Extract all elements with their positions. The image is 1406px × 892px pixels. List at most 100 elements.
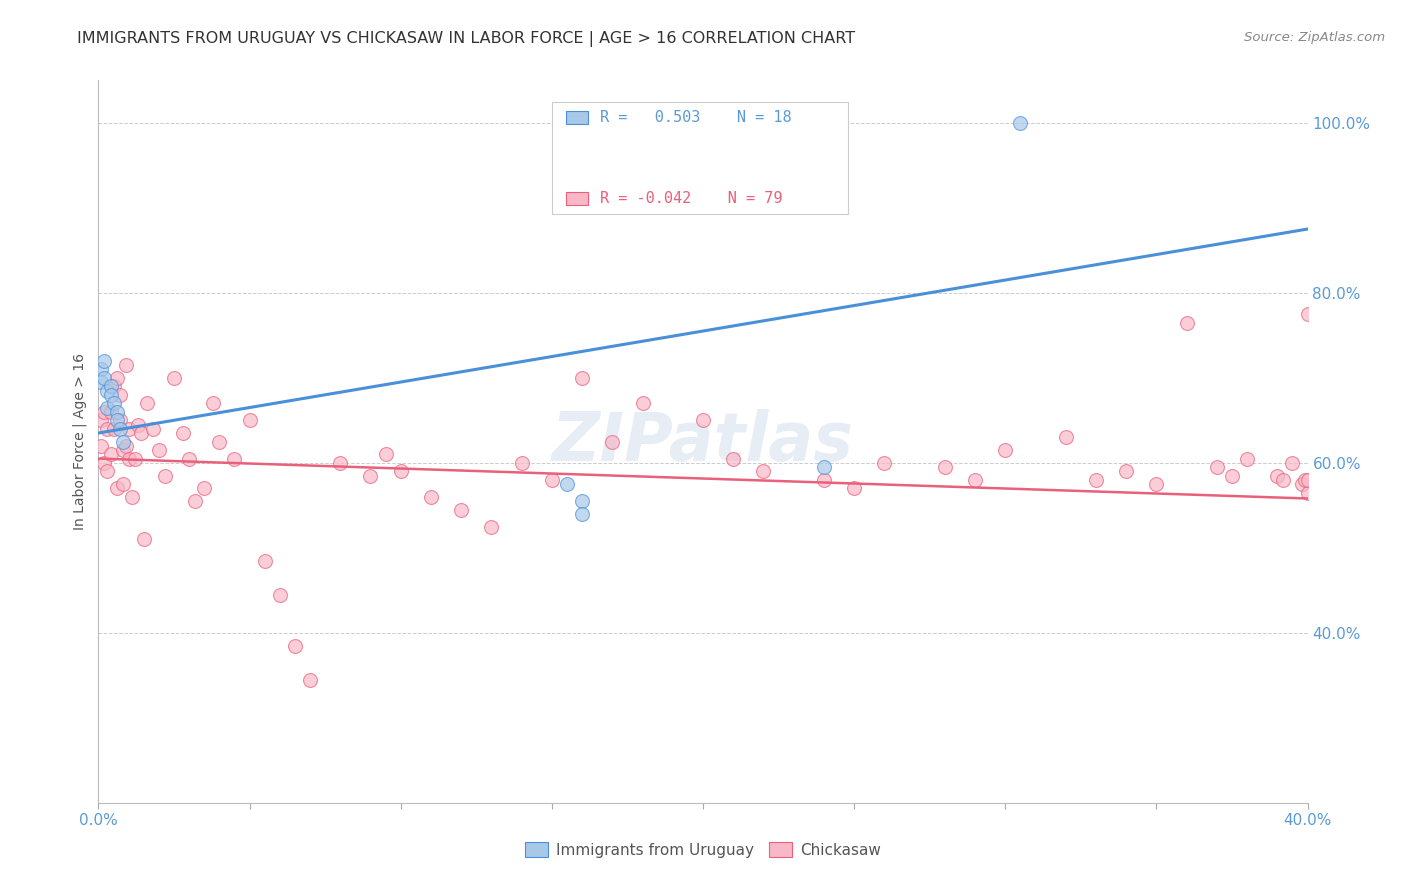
FancyBboxPatch shape [551,102,848,214]
Point [1010,116,1032,130]
Point [90,439,112,453]
Point [481,519,503,533]
Point [1115,464,1137,478]
Point [96,464,118,478]
Point [93,456,115,470]
Point [844,481,866,495]
Point [510,456,533,470]
Point [100,405,122,419]
Point [105,481,128,495]
Y-axis label: In Labor Force | Age > 16: In Labor Force | Age > 16 [73,353,87,530]
Text: ZIPatlas: ZIPatlas [553,409,853,475]
Point [96,384,118,398]
Point [1220,468,1243,483]
Point [105,371,128,385]
Point [103,396,125,410]
Point [179,451,201,466]
Point [299,673,322,687]
Point [111,443,134,458]
Point [105,413,128,427]
Legend: Immigrants from Uruguay, Chickasaw: Immigrants from Uruguay, Chickasaw [519,836,887,863]
Point [127,417,149,432]
Point [111,477,134,491]
Point [540,473,562,487]
Point [105,405,128,419]
Text: IMMIGRANTS FROM URUGUAY VS CHICKASAW IN LABOR FORCE | AGE > 16 CORRELATION CHART: IMMIGRANTS FROM URUGUAY VS CHICKASAW IN … [77,31,855,47]
Point [90,413,112,427]
Point [1267,468,1289,483]
FancyBboxPatch shape [567,193,588,205]
Point [96,422,118,436]
Point [108,388,131,402]
Point [208,434,231,449]
Point [103,422,125,436]
Point [1296,307,1319,321]
Point [1144,477,1167,491]
Point [284,639,307,653]
Point [93,353,115,368]
Point [1272,473,1295,487]
Point [239,413,262,427]
Point [374,447,396,461]
Point [1206,460,1229,475]
Point [723,451,745,466]
Point [420,490,443,504]
Point [813,473,835,487]
Point [555,477,578,491]
Point [450,502,472,516]
Point [100,388,122,402]
Point [153,468,176,483]
Point [96,401,118,415]
Point [118,451,141,466]
Point [1085,473,1108,487]
Point [602,434,624,449]
Point [1175,316,1198,330]
Point [934,460,956,475]
Point [389,464,412,478]
Point [118,422,141,436]
Point [253,553,276,567]
Point [571,507,593,521]
Point [163,371,186,385]
Point [132,533,155,547]
Point [965,473,987,487]
Point [90,362,112,376]
Point [1236,451,1258,466]
Point [103,379,125,393]
Point [148,443,170,458]
Point [571,494,593,508]
Point [90,375,112,389]
Point [1291,477,1313,491]
Point [184,494,207,508]
FancyBboxPatch shape [567,111,588,124]
Point [114,439,136,453]
Point [100,379,122,393]
Point [135,396,157,410]
Point [631,396,654,410]
Point [93,371,115,385]
Point [121,490,143,504]
Point [1294,473,1316,487]
Point [93,405,115,419]
Point [108,422,131,436]
Text: R =   0.503    N = 18: R = 0.503 N = 18 [600,110,792,125]
Point [100,447,122,461]
Point [1281,456,1303,470]
Point [752,464,775,478]
Point [360,468,382,483]
Point [129,425,152,440]
Point [269,588,291,602]
Point [142,422,165,436]
Point [108,413,131,427]
Point [1296,473,1319,487]
Point [571,371,593,385]
Point [172,425,194,440]
Point [114,358,136,372]
Point [224,451,246,466]
Point [202,396,225,410]
Text: R = -0.042    N = 79: R = -0.042 N = 79 [600,191,783,206]
Point [692,413,714,427]
Point [124,451,146,466]
Point [1296,485,1319,500]
Point [329,456,352,470]
